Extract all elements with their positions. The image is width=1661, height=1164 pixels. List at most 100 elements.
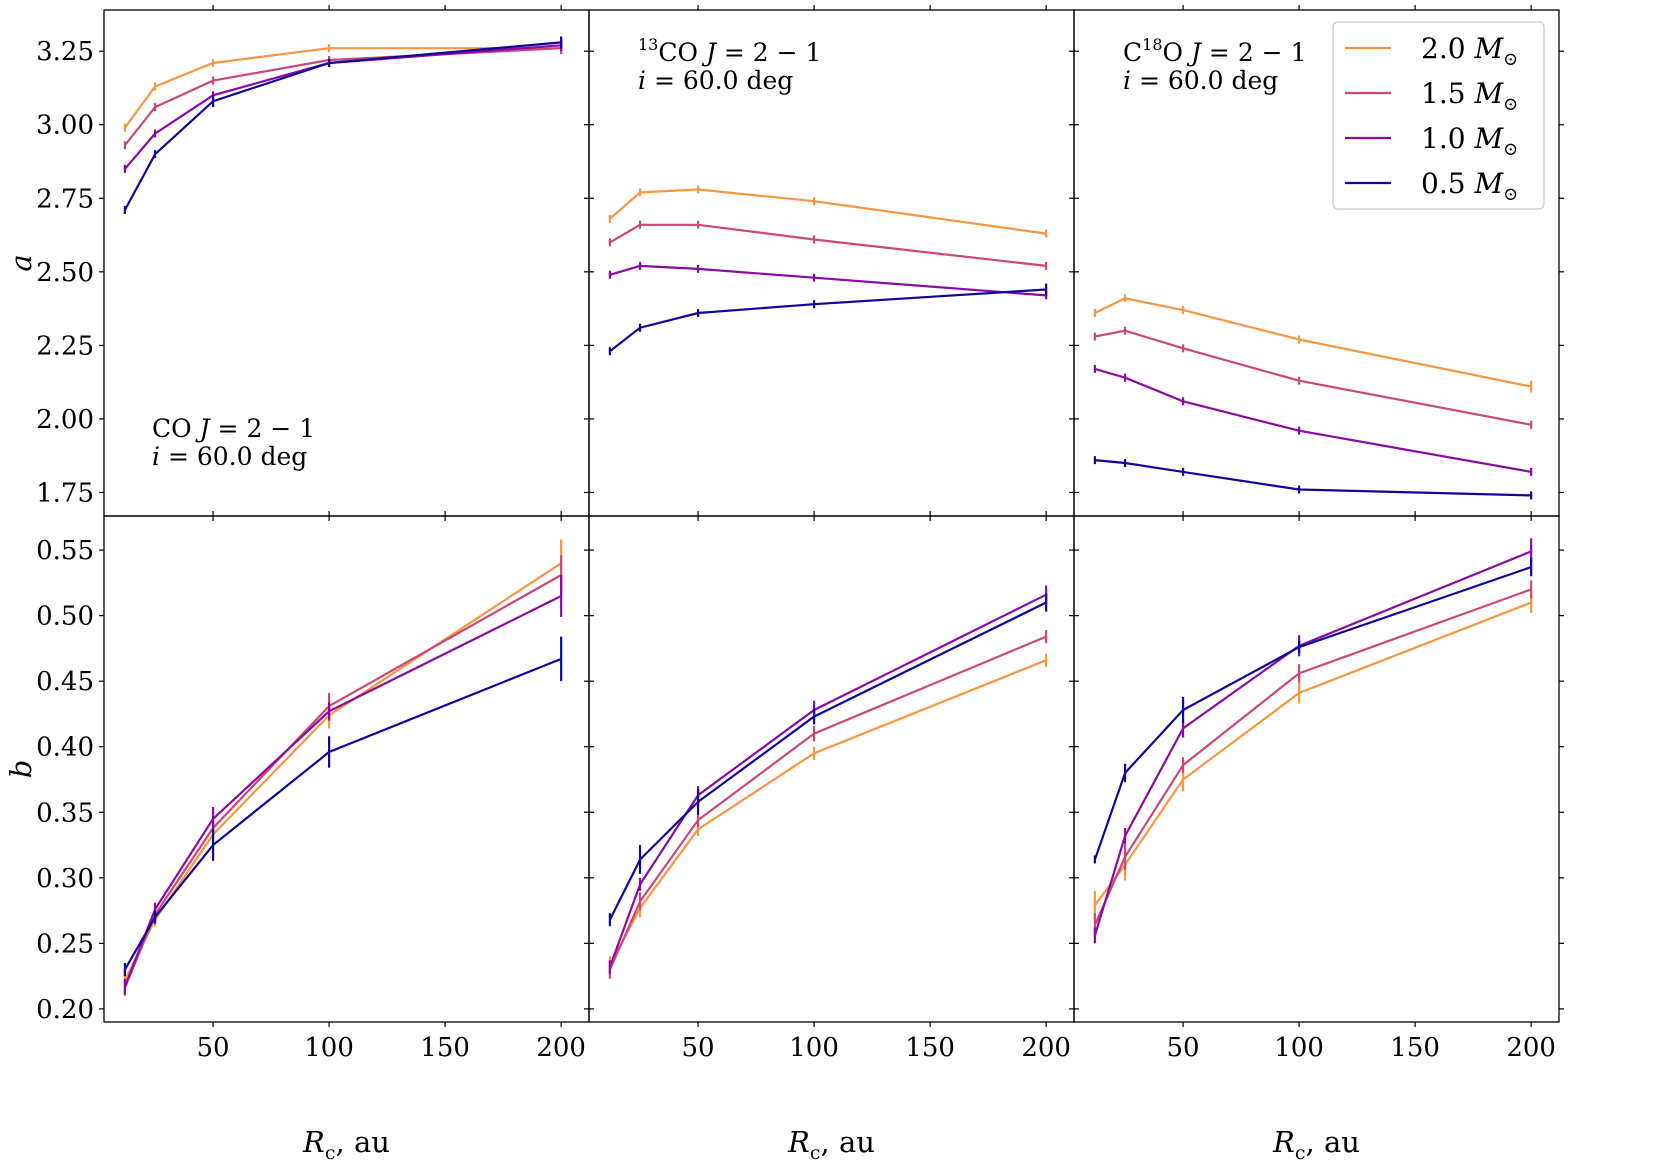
series-line-2_0-b-CO — [123, 562, 562, 981]
x-tick-label: 150 — [1390, 1033, 1440, 1063]
y-tick-label: 0.55 — [36, 536, 94, 566]
x-axis-label-rest: , au — [821, 1125, 875, 1159]
legend-entry-0_5: 0.5 M⊙ — [1421, 167, 1518, 205]
x-axis-label: Rc, au — [302, 1125, 390, 1164]
text-layer: 1.75 2.00 2.25 2.50 2.75 3.00 3.25 a CO J = 2 − … — [4, 35, 1556, 1164]
inclination-value: = 60.0 deg — [160, 442, 307, 471]
y-tick-label: 2.00 — [36, 405, 94, 435]
panel-annotation-line2: i = 60.0 deg — [1123, 66, 1278, 95]
sun-symbol-icon: ⊙ — [1503, 49, 1518, 70]
legend-mass-unit: M — [1473, 167, 1504, 200]
inclination-symbol: i — [638, 66, 646, 95]
inclination-symbol: i — [1123, 66, 1131, 95]
y-tick-label: 2.75 — [36, 184, 94, 214]
transition-symbol: J — [1186, 38, 1203, 67]
transition-symbol: J — [195, 414, 212, 443]
x-tick-label: 100 — [304, 1033, 354, 1063]
inclination-value: = 60.0 deg — [646, 66, 793, 95]
sun-symbol-icon: ⊙ — [1503, 94, 1518, 115]
series-line-2_0-a-13CO — [609, 188, 1047, 235]
panel-annotation-line1: 13CO J = 2 − 1 — [638, 35, 821, 67]
x-tick-label: 50 — [682, 1033, 715, 1063]
y-axis-label: b — [4, 760, 38, 779]
legend-mass-unit: M — [1473, 122, 1504, 155]
legend-entry-1_0: 1.0 M⊙ — [1421, 122, 1518, 160]
y-axis-label: a — [4, 254, 38, 271]
data-layer — [123, 36, 1533, 996]
y-tick-label: 0.25 — [36, 929, 94, 959]
y-tick-label: 3.00 — [36, 111, 94, 141]
series-line-1_5-a-13CO — [609, 223, 1047, 267]
sun-symbol-icon: ⊙ — [1503, 184, 1518, 205]
inclination-symbol: i — [152, 442, 160, 471]
legend-mass-unit: M — [1473, 32, 1504, 65]
x-tick-label: 200 — [1506, 1033, 1556, 1063]
x-axis-label: Rc, au — [787, 1125, 875, 1164]
x-axis-label-rest: , au — [336, 1125, 390, 1159]
series-line-2_0-b-C18O — [1094, 601, 1532, 906]
series-line-1_0-a-CO — [124, 44, 562, 170]
y-tick-label: 1.75 — [36, 478, 94, 508]
x-tick-label: 150 — [420, 1033, 470, 1063]
series-line-1_0-a-13CO — [609, 264, 1047, 297]
panel-annotation-line1: C18O J = 2 − 1 — [1123, 35, 1306, 67]
y-tick-label: 3.25 — [36, 37, 94, 67]
x-axis-label-main: R — [1272, 1125, 1295, 1159]
series-line-0_5-b-13CO — [608, 601, 1047, 921]
x-axis-label-sub: c — [810, 1142, 821, 1164]
x-axis-label-rest: , au — [1306, 1125, 1360, 1159]
molecule-name-rest: O — [1163, 38, 1191, 67]
series-line-1_0-b-13CO — [608, 593, 1047, 968]
x-axis-label-sub: c — [1295, 1142, 1306, 1164]
isotope-superscript: 18 — [1142, 35, 1162, 54]
series-line-0_5-b-C18O — [1093, 566, 1532, 860]
isotope-superscript: 13 — [638, 35, 658, 54]
series-line-1_5-a-C18O — [1094, 329, 1532, 426]
x-tick-label: 100 — [789, 1033, 839, 1063]
legend-mass-value: 1.0 — [1421, 122, 1474, 155]
x-tick-label: 150 — [905, 1033, 955, 1063]
series-line-0_5-a-CO — [123, 41, 562, 211]
axes-frame-b-13CO — [588, 515, 1075, 1023]
legend: 2.0 M⊙1.5 M⊙1.0 M⊙0.5 M⊙ — [1332, 21, 1545, 210]
x-tick-label: 50 — [1167, 1033, 1200, 1063]
x-axis-label-sub: c — [325, 1142, 336, 1164]
y-tick-label: 0.30 — [36, 864, 94, 894]
inclination-value: = 60.0 deg — [1131, 66, 1278, 95]
legend-mass-value: 2.0 — [1421, 32, 1474, 65]
transition-value: = 2 − 1 — [1201, 38, 1307, 67]
series-line-1_0-b-CO — [123, 595, 562, 988]
transition-symbol: J — [701, 38, 718, 67]
x-axis-label-main: R — [787, 1125, 810, 1159]
series-line-1_0-b-C18O — [1093, 550, 1532, 936]
legend-mass-value: 0.5 — [1421, 167, 1474, 200]
x-tick-label: 200 — [1021, 1033, 1071, 1063]
y-tick-label: 2.25 — [36, 331, 94, 361]
frame-layer — [103, 9, 1560, 1023]
panel-annotation-line2: i = 60.0 deg — [152, 442, 307, 471]
molecule-name: CO — [152, 414, 200, 443]
transition-value: = 2 − 1 — [716, 38, 822, 67]
legend-entry-2_0: 2.0 M⊙ — [1421, 32, 1518, 70]
tick-layer — [99, 5, 1564, 1027]
molecule-name: C — [1123, 38, 1142, 67]
axes-frame-b-C18O — [1073, 515, 1560, 1023]
legend-mass-unit: M — [1473, 77, 1504, 110]
molecule-name: CO — [658, 38, 706, 67]
panel-annotation-line2: i = 60.0 deg — [638, 66, 793, 95]
series-line-1_5-b-CO — [123, 574, 562, 989]
y-tick-label: 0.20 — [36, 995, 94, 1025]
y-tick-label: 2.50 — [36, 258, 94, 288]
legend-mass-value: 1.5 — [1421, 77, 1474, 110]
y-tick-label: 0.40 — [36, 733, 94, 763]
series-line-0_5-a-13CO — [609, 288, 1047, 353]
x-axis-label: Rc, au — [1272, 1125, 1360, 1164]
x-axis-label-main: R — [302, 1125, 325, 1159]
series-line-2_0-b-13CO — [608, 659, 1047, 967]
y-tick-label: 0.45 — [36, 667, 94, 697]
panel-annotation-line1: CO J = 2 − 1 — [152, 414, 315, 443]
x-tick-label: 100 — [1274, 1033, 1324, 1063]
sun-symbol-icon: ⊙ — [1503, 139, 1518, 160]
x-tick-label: 200 — [536, 1033, 586, 1063]
